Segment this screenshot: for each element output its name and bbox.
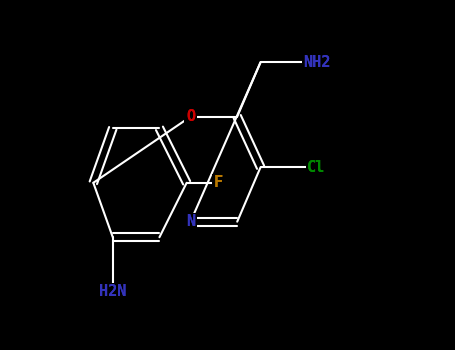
Text: O: O bbox=[186, 109, 195, 124]
Text: N: N bbox=[186, 214, 195, 229]
Text: O: O bbox=[186, 109, 195, 124]
Text: NH2: NH2 bbox=[303, 55, 331, 70]
Text: N: N bbox=[186, 214, 195, 229]
Text: Cl: Cl bbox=[307, 160, 325, 175]
Text: H2N: H2N bbox=[99, 284, 126, 299]
Text: F: F bbox=[214, 175, 223, 190]
Text: Cl: Cl bbox=[307, 160, 325, 175]
Text: F: F bbox=[214, 175, 223, 190]
Text: H2N: H2N bbox=[99, 284, 126, 299]
Text: NH2: NH2 bbox=[303, 55, 331, 70]
